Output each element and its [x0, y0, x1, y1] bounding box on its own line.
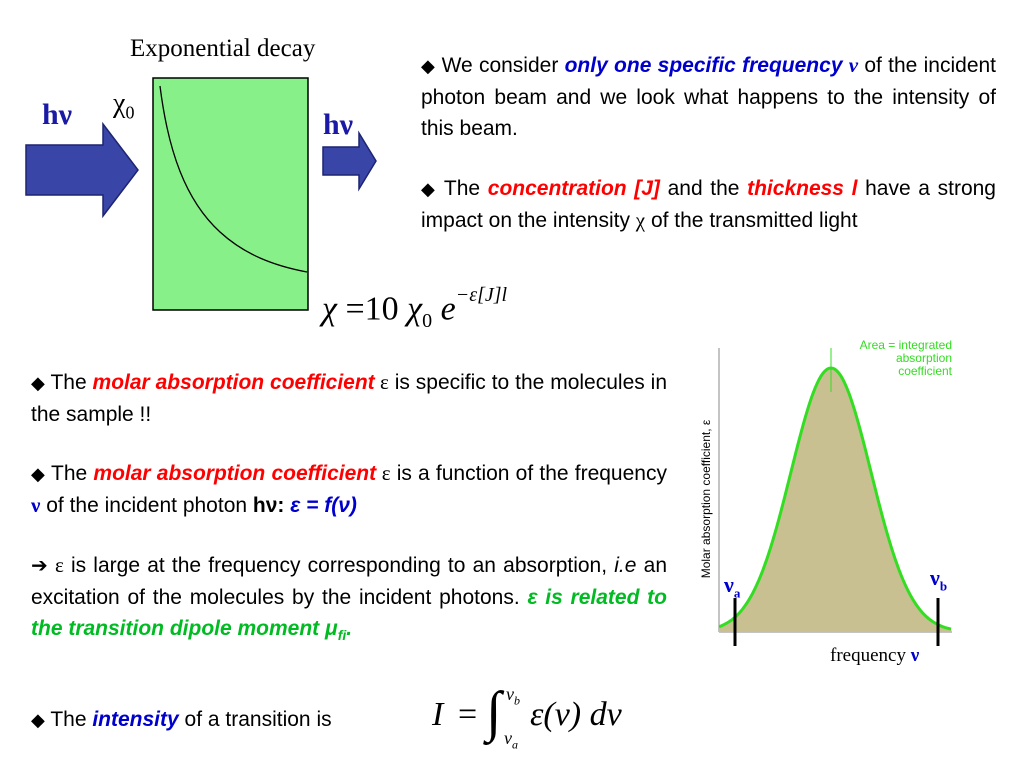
decay-diagram	[25, 77, 377, 311]
p1-emphasis: only one specific frequency	[564, 54, 849, 77]
p5-mu-sub: fi	[337, 627, 347, 644]
nu-b-label: νb	[930, 565, 947, 594]
sample-box	[152, 77, 309, 311]
eq1-chi: χ	[322, 290, 337, 328]
p1-text-1: We consider	[441, 54, 565, 77]
p5-ie: i.e	[614, 554, 637, 577]
eq1-chi0: χ	[407, 290, 423, 328]
eq2-equals: =	[458, 696, 478, 733]
p1-text-2: of the incident photon beam and we look …	[421, 54, 997, 140]
eq2-lower-sub: a	[512, 737, 518, 752]
plot-xlabel-text: frequency	[830, 645, 906, 666]
chi0-subscript: 0	[125, 102, 135, 123]
p4-emphasis: molar absorption coefficient	[93, 462, 377, 485]
p4-nu: ν	[31, 493, 41, 517]
p5-eps: ε	[54, 553, 64, 577]
p3-text-1: The	[50, 371, 93, 394]
nu-a-sub: a	[733, 585, 741, 601]
p2-text-2: and the	[659, 177, 748, 200]
nu-a-label: νa	[724, 572, 740, 601]
p6-text-1: The	[50, 708, 93, 731]
eq2-upper-sub: b	[514, 693, 520, 708]
p2-text-3: have a strong impact on the intensity	[421, 177, 996, 232]
p4-text-2: is a function of the frequency	[390, 462, 667, 485]
paragraph-2: ◆ The concentration [J] and the thicknes…	[421, 173, 996, 236]
area-label: Area = integrated absorption coefficient	[822, 339, 952, 378]
bullet-4: ◆	[31, 464, 46, 484]
paragraph-1: ◆ We consider only one specific frequenc…	[421, 50, 996, 144]
diagram-title: Exponential decay	[130, 35, 316, 62]
eq2-upper-nu: ν	[506, 684, 514, 704]
incoming-arrow-icon	[25, 121, 139, 219]
p4-text-3: of the incident photon	[40, 494, 253, 517]
eq2-lower: νa	[504, 728, 518, 753]
hv-out-label: hν	[323, 108, 354, 141]
chi0-symbol: χ	[113, 88, 126, 119]
eq2-lower-nu: ν	[504, 728, 512, 748]
nu-b-symbol: ν	[930, 565, 940, 590]
decay-curve	[159, 85, 308, 273]
p5-text-2: an excitation of the molecules by the in…	[31, 554, 667, 609]
p2-thickness: thickness l	[747, 177, 858, 200]
absorption-band-plot	[718, 348, 952, 646]
eq1-equals: =	[345, 290, 365, 328]
eq1-ten: 10	[364, 290, 399, 328]
eq2-upper: νb	[506, 684, 520, 709]
paragraph-4: ◆ The molar absorption coefficient ε is …	[31, 458, 667, 521]
eq1-chi0-sub: 0	[422, 310, 433, 333]
paragraph-6: ◆ The intensity of a transition is	[31, 704, 431, 736]
nu-a-symbol: ν	[724, 572, 734, 597]
bullet-3: ◆	[31, 373, 45, 393]
p4-function: ε = f(ν)	[284, 494, 357, 517]
chi0-label: χ0	[113, 88, 134, 124]
plot-xlabel: frequency ν	[830, 645, 919, 667]
area-label-line-1: Area = integrated	[859, 338, 952, 352]
p4-hv: hν:	[252, 494, 285, 517]
plot-xlabel-nu: ν	[910, 645, 920, 666]
p3-text-2: is specific to the molecules in the samp…	[31, 371, 667, 426]
p2-concentration: concentration [J]	[487, 177, 660, 200]
p4-text-1: The	[51, 462, 94, 485]
arrow-icon: ➔	[31, 555, 48, 577]
p3-emphasis: molar absorption coefficient	[92, 371, 375, 394]
p6-emphasis: intensity	[92, 708, 179, 731]
eq2-I: I	[432, 696, 444, 733]
nu-b-sub: b	[939, 578, 948, 594]
p2-text-4: of the transmitted light	[645, 209, 858, 232]
equation-intensity: I = ∫ νb νa ε(ν) dν	[432, 681, 672, 760]
p5-text-1: is large at the frequency corresponding …	[63, 554, 615, 577]
p6-text-2: of a transition is	[178, 708, 332, 731]
p5-dot: .	[346, 617, 353, 640]
p5-mu: μ	[325, 617, 338, 640]
paragraph-5: ➔ ε is large at the frequency correspond…	[31, 550, 667, 651]
p1-nu: ν	[848, 53, 859, 77]
integral-icon: ∫	[486, 681, 502, 743]
area-label-line-2: absorption	[895, 351, 952, 365]
bullet-2: ◆	[421, 179, 437, 199]
eq1-exponent: −ε[J]l	[455, 284, 508, 306]
p2-text-1: The	[443, 177, 488, 200]
area-label-line-3: coefficient	[898, 364, 952, 378]
eq2-body: ε(ν) dν	[530, 696, 622, 733]
eq1-e: e	[440, 290, 456, 328]
paragraph-3: ◆ The molar absorption coefficient ε is …	[31, 367, 667, 430]
equation-beer-lambert: χ =10 χ0 e−ε[J]l	[322, 284, 507, 333]
outgoing-arrow-icon	[322, 130, 377, 192]
absorption-band-fill	[719, 368, 952, 632]
absorption-band-curve	[718, 366, 952, 631]
bullet-6: ◆	[31, 710, 45, 730]
p4-eps: ε	[376, 461, 391, 485]
bullet-1: ◆	[421, 56, 436, 76]
p3-eps: ε	[374, 370, 389, 394]
p2-chi: χ	[635, 208, 646, 232]
hv-in-label: hν	[42, 98, 73, 131]
p5-emphasis: ε is related to the transition dipole mo…	[31, 586, 667, 640]
